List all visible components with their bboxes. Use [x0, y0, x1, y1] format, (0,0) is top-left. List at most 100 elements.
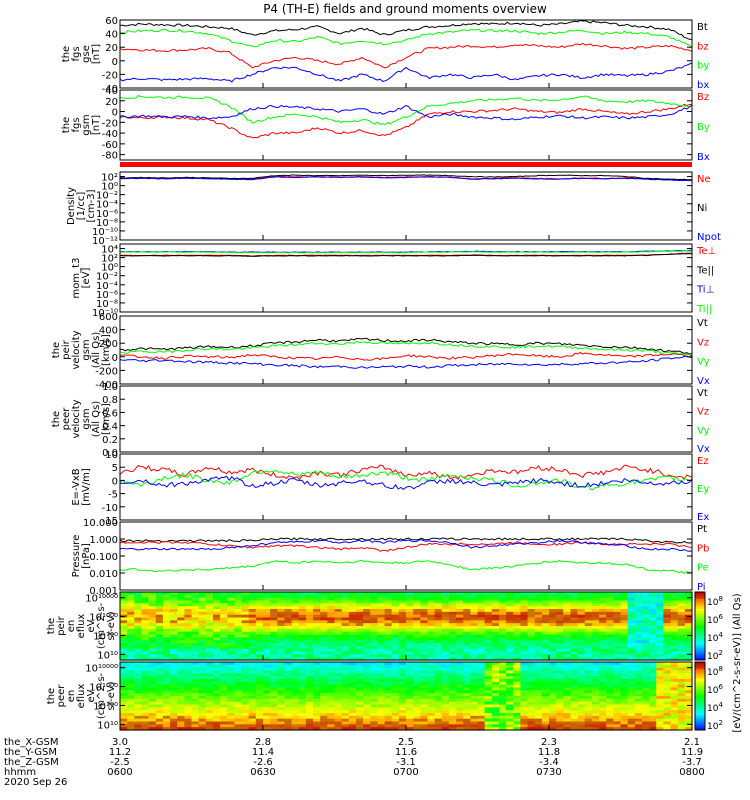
spectrogram-cell — [162, 603, 171, 607]
colorbar-cell — [695, 675, 705, 678]
spectrogram-cell — [355, 645, 364, 650]
spectrogram-cell — [670, 645, 679, 650]
spectrogram-cell — [549, 727, 557, 731]
spectrogram-cell — [670, 687, 679, 691]
spectrogram-cell — [491, 662, 500, 666]
spectrogram-cell — [541, 724, 550, 728]
spectrogram-cell — [456, 657, 464, 661]
spectrogram-cell — [263, 721, 271, 725]
spectrogram-cell — [498, 597, 507, 602]
spectrogram-cell — [556, 662, 564, 666]
spectrogram-cell — [270, 713, 278, 717]
spectrogram-cell — [620, 609, 629, 613]
spectrogram-cell — [420, 634, 429, 638]
spectrogram-cell — [606, 592, 614, 596]
spectrogram-cell — [563, 676, 572, 680]
spectrogram-cell — [155, 634, 164, 638]
y-tick-label: 0.010 — [89, 569, 118, 580]
y-label-line: the — [51, 411, 62, 427]
spectrogram-cell — [284, 673, 293, 677]
spectrogram-cell — [212, 727, 221, 731]
spectrogram-cell — [406, 645, 414, 650]
spectrogram-cell — [355, 721, 364, 725]
spectrogram-cell — [549, 684, 557, 689]
spectrogram-cell — [263, 710, 271, 714]
spectrogram-cell — [599, 667, 607, 672]
spectrogram-cell — [184, 673, 193, 677]
spectrogram-cell — [541, 628, 550, 633]
spectrogram-cell — [198, 628, 207, 633]
spectrogram-cell — [677, 718, 686, 723]
spectrogram-cell — [549, 634, 557, 638]
spectrogram-cell — [613, 679, 622, 683]
spectrogram-cell — [534, 606, 543, 610]
spectrogram-cell — [620, 657, 629, 661]
spectrogram-cell — [398, 634, 407, 638]
spectrogram-cell — [520, 715, 529, 720]
spectrogram-cell — [127, 611, 135, 616]
spectrogram-cell — [520, 667, 529, 672]
spectrogram-cell — [177, 654, 185, 658]
spectrogram-cell — [520, 597, 529, 602]
spectrogram-cell — [141, 606, 150, 610]
spectrogram-cell — [513, 645, 521, 650]
spectrogram-cell — [227, 676, 235, 680]
spectrogram-cell — [427, 701, 436, 706]
spectrogram-cell — [141, 643, 150, 647]
spectrogram-cell — [291, 606, 300, 610]
spectrogram-cell — [313, 687, 321, 691]
spectrogram-cell — [556, 651, 564, 655]
spectrogram-cell — [663, 707, 672, 711]
spectrogram-cell — [613, 670, 622, 674]
x-axis-row-label: the_Z-GSM — [4, 757, 59, 768]
spectrogram-cell — [384, 707, 393, 711]
spectrogram-cell — [463, 679, 471, 683]
spectrogram-cell — [291, 631, 300, 636]
spectrogram-cell — [334, 687, 343, 691]
spectrogram-cell — [677, 681, 686, 686]
colorbar-tick-label: 108 — [707, 595, 723, 608]
spectrogram-cell — [563, 620, 572, 624]
spectrogram-cell — [470, 676, 479, 680]
spectrogram-cell — [549, 679, 557, 683]
spectrogram-cell — [141, 696, 150, 700]
spectrogram-cell — [134, 707, 143, 711]
spectrogram-cell — [627, 673, 636, 677]
spectrogram-cell — [684, 667, 693, 672]
spectrogram-cell — [391, 628, 400, 633]
spectrogram-cell — [684, 696, 693, 700]
spectrogram-cell — [377, 693, 386, 697]
spectrogram-cell — [463, 698, 471, 703]
spectrogram-cell — [677, 676, 686, 680]
spectrogram-cell — [577, 710, 586, 714]
spectrogram-cell — [663, 620, 672, 624]
x-axis-value: 2.5 — [398, 737, 414, 748]
spectrogram-cell — [327, 710, 336, 714]
spectrogram-cell — [162, 704, 171, 708]
spectrogram-cell — [227, 701, 235, 706]
spectrogram-cell — [127, 724, 135, 728]
spectrogram-cell — [255, 727, 264, 731]
spectrogram-cell — [577, 651, 586, 655]
spectrogram-cell — [670, 597, 679, 602]
spectrogram-cell — [477, 651, 486, 655]
spectrogram-cell — [413, 657, 421, 661]
spectrogram-cell — [656, 679, 664, 683]
spectrogram-cell — [363, 721, 371, 725]
spectrogram-cell — [227, 631, 235, 636]
spectrogram-cell — [456, 592, 464, 596]
series-line-vz — [119, 351, 693, 361]
spectrogram-cell — [284, 651, 293, 655]
spectrogram-cell — [248, 687, 257, 691]
spectrogram-cell — [220, 603, 228, 607]
spectrogram-cell — [506, 701, 514, 706]
spectrogram-cell — [284, 690, 293, 694]
spectrogram-cell — [584, 690, 593, 694]
spectrogram-cell — [284, 614, 293, 619]
spectrogram-cell — [549, 670, 557, 674]
spectrogram-cell — [434, 592, 443, 596]
spectrogram-cell — [334, 670, 343, 674]
spectrogram-cell — [649, 643, 657, 647]
spectrogram-cell — [599, 664, 607, 669]
spectrogram-cell — [520, 645, 529, 650]
